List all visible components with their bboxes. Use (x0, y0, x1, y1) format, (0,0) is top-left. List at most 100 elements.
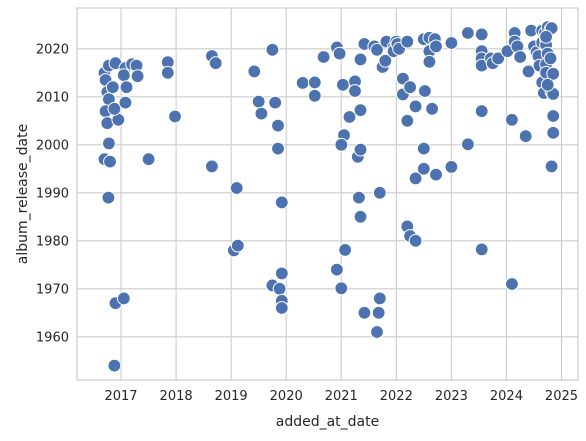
data-point (418, 84, 432, 98)
data-point (461, 137, 475, 152)
data-point (101, 190, 116, 205)
data-point (316, 50, 331, 64)
data-point (338, 243, 353, 257)
data-point (491, 51, 506, 66)
data-point (444, 36, 459, 50)
data-point (330, 262, 344, 277)
x-tick-label: 2020 (270, 389, 303, 404)
data-point (474, 104, 489, 119)
data-point (378, 53, 393, 68)
data-point (105, 80, 120, 95)
x-tick-label: 2025 (545, 389, 578, 404)
data-point (408, 99, 423, 114)
data-point (265, 42, 280, 57)
data-point (332, 46, 347, 61)
data-point (230, 238, 245, 253)
data-point (474, 27, 489, 42)
data-points (97, 20, 561, 373)
data-point (274, 195, 289, 210)
data-point (521, 64, 536, 79)
data-point (370, 42, 384, 57)
data-point (544, 159, 559, 174)
data-point (422, 54, 437, 69)
data-point (274, 266, 289, 281)
data-point (371, 305, 386, 320)
x-tick-label: 2024 (490, 389, 523, 404)
data-point (429, 39, 443, 54)
y-tick-label: 1970 (36, 282, 69, 297)
x-tick-label: 2022 (380, 389, 413, 404)
y-tick-label: 1990 (36, 186, 69, 201)
data-point (274, 301, 289, 315)
data-point (272, 281, 287, 296)
y-tick-label: 1980 (36, 234, 69, 249)
data-point (103, 154, 117, 169)
data-point (400, 113, 415, 128)
data-point (543, 51, 558, 66)
data-point (353, 142, 368, 157)
data-point (505, 112, 519, 127)
data-point (208, 56, 223, 71)
data-point (336, 77, 350, 92)
data-point (513, 50, 528, 64)
data-point (474, 242, 489, 257)
data-point (247, 64, 262, 79)
data-point (119, 80, 134, 95)
data-point (416, 161, 431, 176)
data-point (271, 118, 285, 133)
data-point (141, 152, 156, 167)
y-tick-label: 1960 (36, 330, 69, 345)
data-point (408, 171, 423, 186)
data-point (357, 305, 372, 320)
data-point (348, 84, 362, 98)
data-point (372, 291, 387, 306)
data-point (307, 88, 322, 103)
data-point (271, 141, 285, 156)
data-point (352, 190, 366, 205)
tick-labels: 2017 2018 2019 2020 2021 2022 2023 2024 2025 1960… (36, 42, 578, 404)
data-point (429, 167, 443, 182)
data-point (505, 277, 519, 291)
data-point (116, 291, 131, 306)
data-point (229, 181, 244, 195)
data-point (425, 101, 440, 116)
data-point (116, 68, 131, 83)
data-point (102, 136, 116, 151)
data-point (400, 34, 415, 49)
data-point (254, 106, 269, 121)
data-point (307, 75, 322, 90)
data-point (107, 358, 122, 373)
x-tick-label: 2021 (325, 389, 358, 404)
data-point (540, 77, 555, 92)
x-tick-label: 2018 (160, 389, 193, 404)
data-point (168, 109, 182, 124)
data-point (539, 29, 553, 44)
data-point (403, 80, 418, 95)
data-point (353, 52, 368, 67)
data-point (160, 65, 175, 80)
data-point (130, 69, 145, 84)
data-point (268, 95, 283, 110)
y-tick-label: 2010 (36, 90, 69, 105)
data-point (107, 101, 122, 116)
data-point (546, 66, 561, 81)
x-tick-label: 2023 (435, 389, 468, 404)
data-point (444, 160, 459, 174)
x-tick-label: 2019 (215, 389, 248, 404)
grid (77, 8, 578, 380)
data-point (546, 109, 561, 123)
data-point (334, 137, 349, 152)
x-axis-label: added_at_date (276, 414, 380, 430)
data-point (342, 110, 357, 124)
data-point (353, 103, 368, 118)
data-point (205, 159, 219, 174)
data-point (546, 125, 561, 140)
plot-frame (76, 7, 579, 381)
data-point (353, 209, 368, 224)
data-point (518, 129, 533, 144)
data-point (118, 95, 133, 110)
data-point (370, 325, 384, 339)
x-tick-label: 2017 (104, 389, 137, 404)
